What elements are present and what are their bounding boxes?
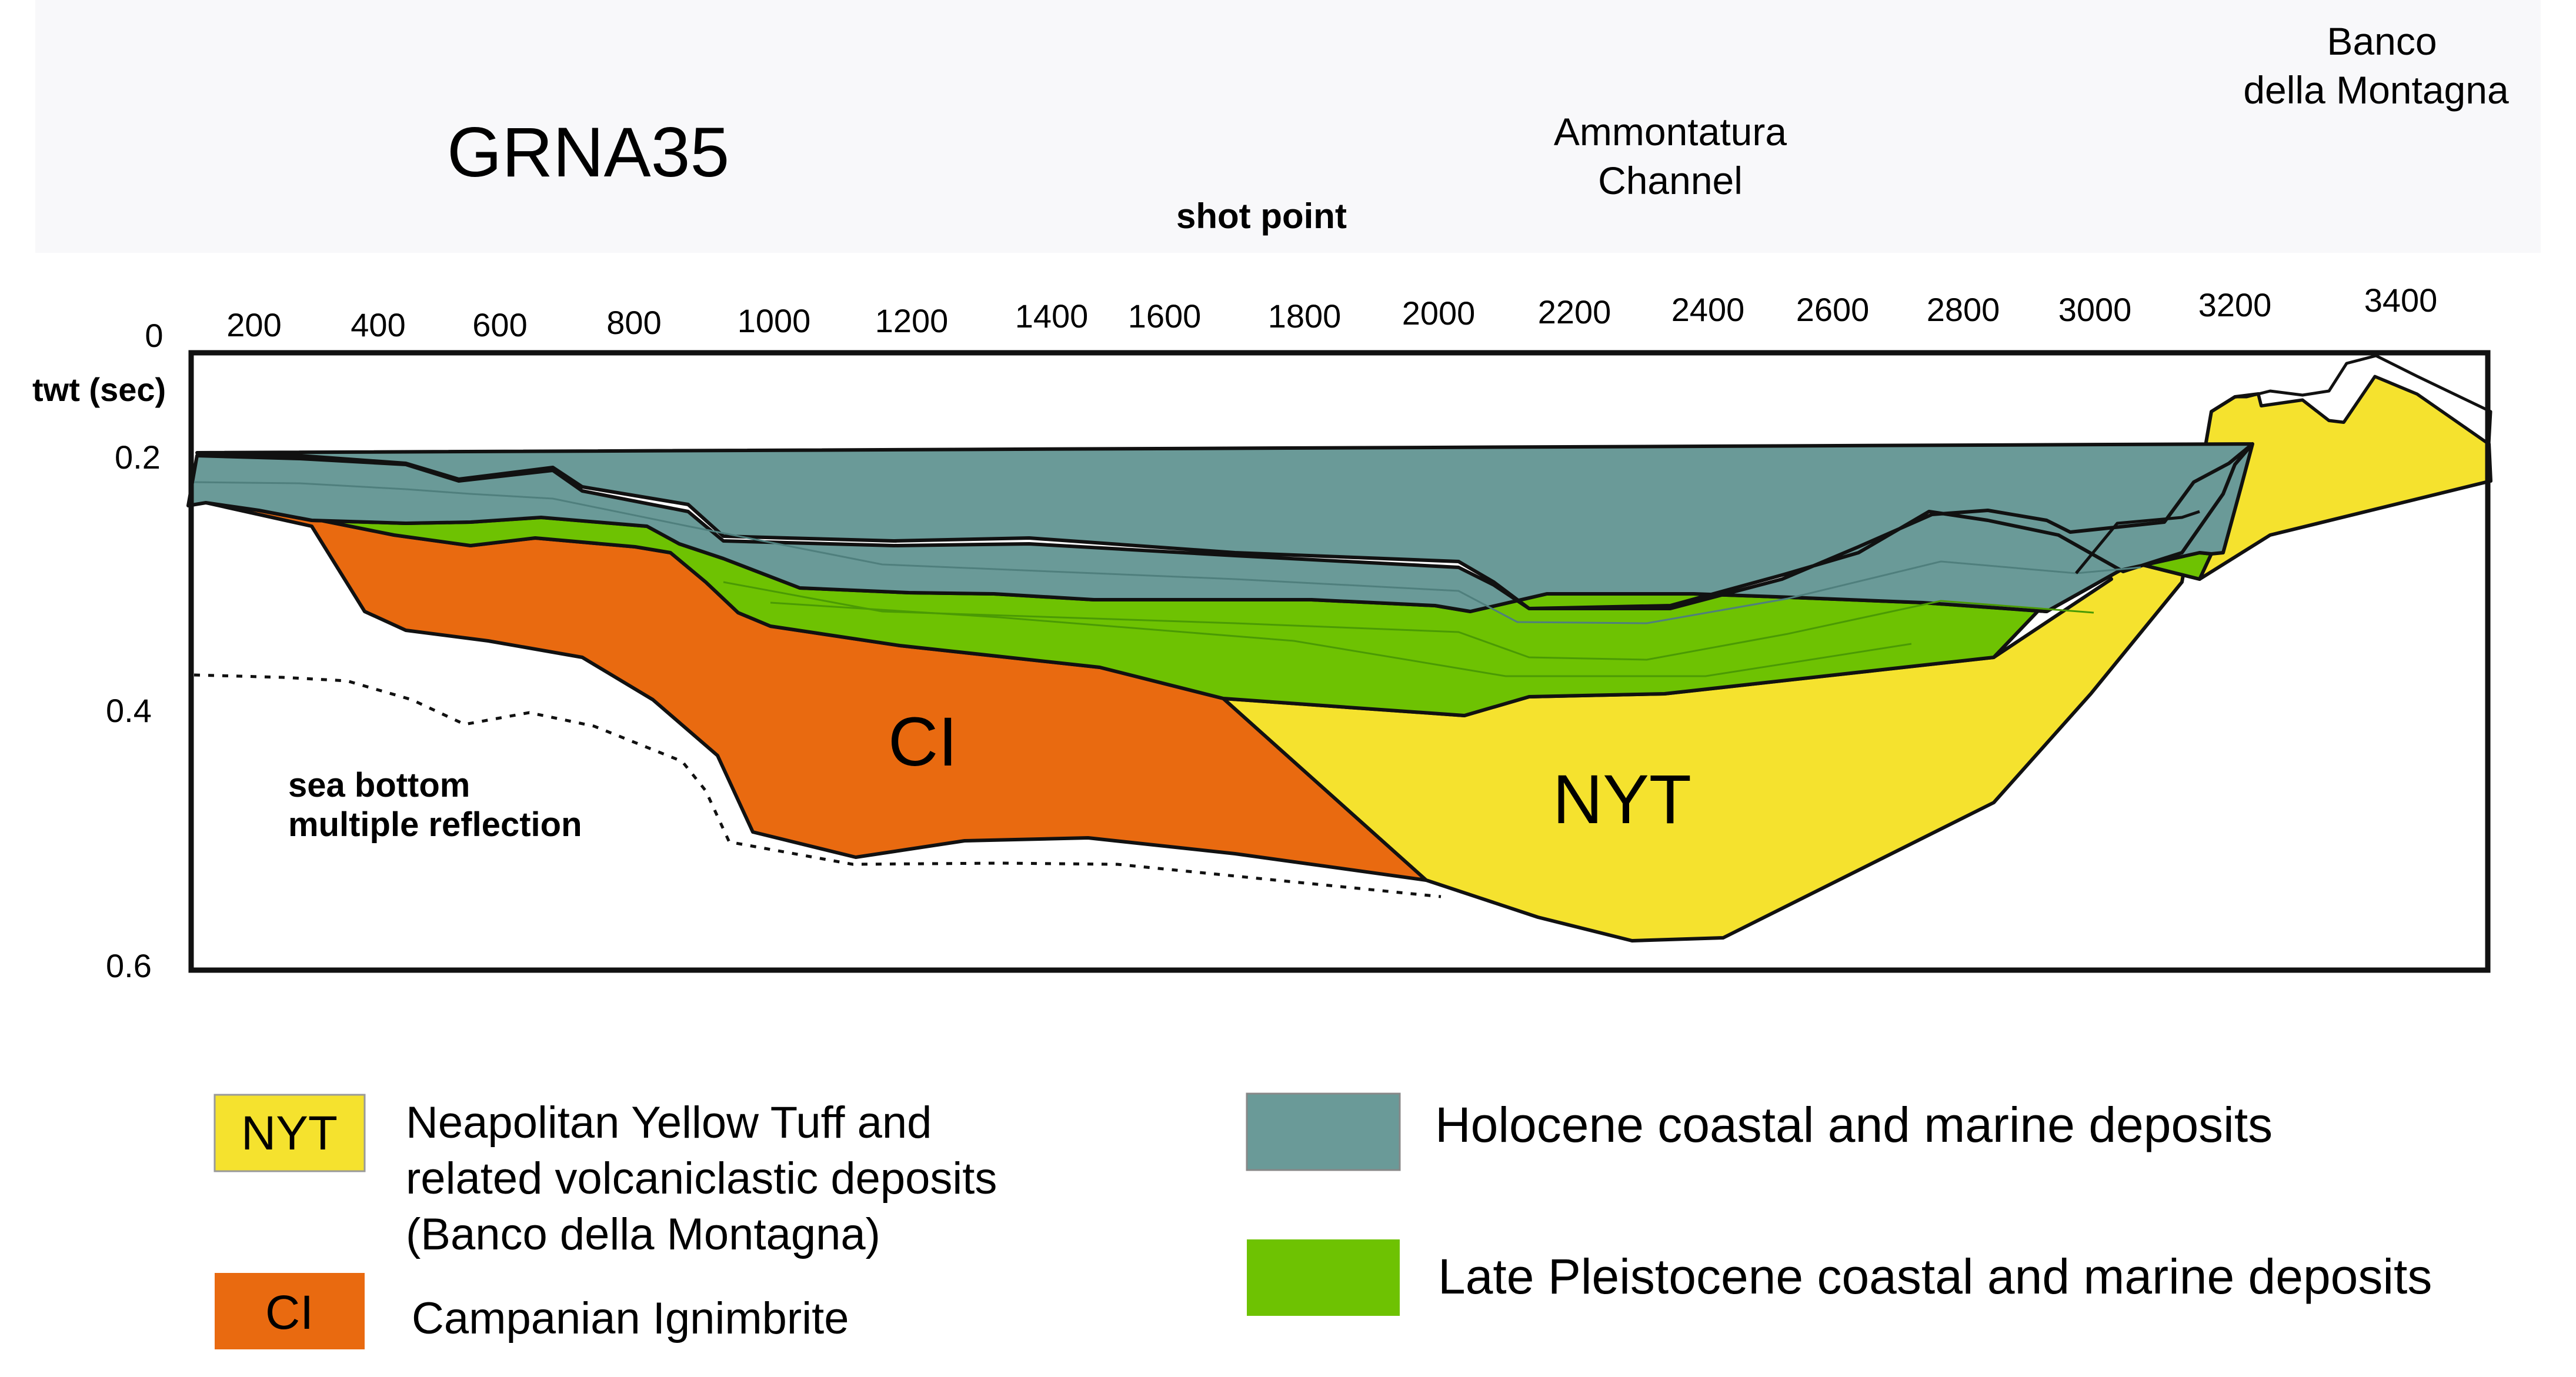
legend-ci-text: Campanian Ignimbrite [412, 1294, 849, 1343]
shot-point-tick: 1800 [1268, 298, 1342, 335]
shot-point-tick: 1000 [738, 302, 811, 339]
shot-point-tick: 1600 [1128, 298, 1202, 335]
shot-point-label: shot point [1176, 196, 1347, 236]
legend-nyt-text-3: (Banco della Montagna) [406, 1209, 880, 1259]
shot-point-tick: 600 [472, 306, 527, 343]
horizon-lines [193, 481, 2141, 677]
origin-label: 0 [145, 317, 163, 354]
legend-nyt-code: NYT [241, 1107, 338, 1160]
section-frame [188, 350, 2491, 973]
legend-pleistocene-text: Late Pleistocene coastal and marine depo… [1438, 1249, 2432, 1304]
legend-holocene-text: Holocene coastal and marine deposits [1435, 1097, 2273, 1152]
ammontatura-label-1: Ammontatura [1554, 110, 1787, 153]
legend-nyt-text-2: related volcaniclastic deposits [406, 1154, 997, 1204]
pleistocene-horizon [723, 581, 2094, 661]
legend-holocene-swatch [1246, 1092, 1401, 1171]
shot-point-tick: 3400 [2364, 282, 2438, 319]
shot-point-tick: 3000 [2058, 291, 2132, 328]
multiple-label-2: multiple reflection [288, 806, 582, 844]
shot-point-axis: 0 200 400 600 800 1000 1200 1400 1600 18… [145, 282, 2437, 354]
legend-nyt-swatch [213, 1094, 366, 1172]
banco-label-2: della Montagna [2243, 68, 2509, 112]
banco-label-1: Banco [2327, 19, 2437, 63]
shot-point-tick: 2600 [1796, 291, 1870, 328]
shot-point-tick: 2400 [1671, 291, 1745, 328]
ci-section-label: CI [888, 703, 957, 781]
pleistocene-horizon-2 [770, 601, 1912, 677]
header-band [35, 0, 2541, 253]
sea-bottom-multiple-line [193, 673, 1442, 898]
shot-point-tick: 1400 [1015, 298, 1089, 335]
twt-tick: 0.2 [115, 439, 161, 476]
holocene-unit [186, 442, 2254, 613]
twt-tick: 0.4 [106, 692, 152, 729]
nyt-internal-line [2075, 510, 2200, 574]
multiple-label-1: sea bottom [288, 766, 470, 804]
legend-ci-swatch [215, 1273, 365, 1349]
shot-point-tick: 2800 [1927, 291, 2000, 328]
holocene-horizon [193, 481, 2141, 624]
shot-point-tick: 3200 [2198, 286, 2272, 323]
profile-title: GRNA35 [447, 113, 729, 192]
shot-point-tick: 400 [351, 306, 405, 343]
legend: NYT Neapolitan Yellow Tuff and related v… [213, 1092, 2432, 1349]
twt-axis-title: twt (sec) [32, 371, 166, 408]
section-units [186, 375, 2492, 942]
ammontatura-label-2: Channel [1598, 159, 1743, 202]
shot-point-tick: 2000 [1402, 295, 1476, 332]
banco-outer-line [2210, 395, 2236, 413]
shot-point-tick: 800 [606, 304, 661, 341]
nyt-section-label: NYT [1553, 761, 1691, 838]
legend-pleistocene-swatch [1247, 1239, 1400, 1316]
legend-nyt-text-1: Neapolitan Yellow Tuff and [406, 1098, 932, 1148]
shot-point-tick: 200 [226, 306, 281, 343]
twt-tick: 0.6 [106, 947, 152, 984]
legend-ci-code: CI [265, 1286, 313, 1339]
shot-point-tick: 1200 [875, 302, 949, 339]
shot-point-tick: 2200 [1538, 293, 1611, 330]
